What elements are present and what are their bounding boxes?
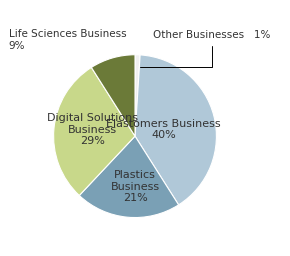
Wedge shape	[54, 67, 135, 196]
Wedge shape	[135, 55, 140, 136]
Wedge shape	[91, 55, 135, 136]
Text: Plastics
Business
21%: Plastics Business 21%	[110, 170, 160, 203]
Wedge shape	[79, 136, 179, 218]
Text: Other Businesses   1%: Other Businesses 1%	[140, 30, 270, 67]
Text: Elastomers Business
40%: Elastomers Business 40%	[106, 119, 221, 141]
Text: Digital Solutions
Business
29%: Digital Solutions Business 29%	[47, 113, 138, 146]
Wedge shape	[135, 55, 216, 205]
Text: Life Sciences Business
9%: Life Sciences Business 9%	[9, 29, 126, 51]
